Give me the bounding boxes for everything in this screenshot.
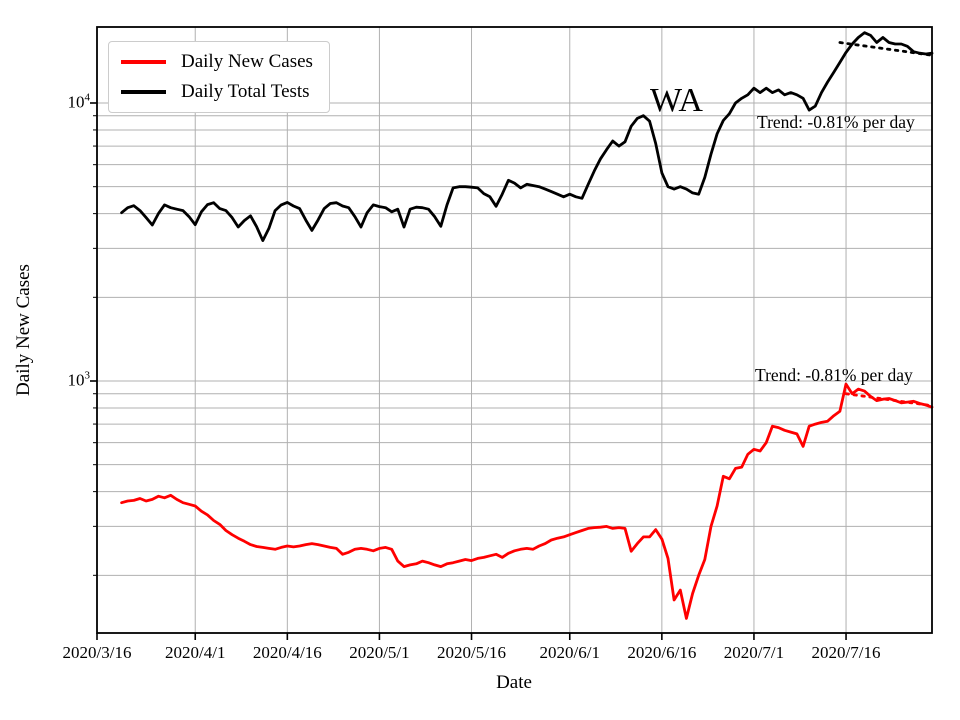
x-tick-label: 2020/6/16 [627, 643, 697, 662]
x-tick-label: 2020/4/1 [165, 643, 226, 662]
x-axis-label: Date [496, 672, 532, 693]
y-tick-label-10e4: 104 [68, 92, 91, 113]
y-tick-exponent: 4 [84, 91, 91, 104]
plot-border [96, 26, 933, 634]
x-tick-label: 2020/5/1 [349, 643, 410, 662]
legend-swatch-black-line [121, 90, 166, 94]
state-annotation: WA [650, 82, 703, 119]
x-tick-label: 2020/4/16 [252, 643, 322, 662]
legend-label: Daily New Cases [181, 51, 313, 72]
legend-label: Daily Total Tests [181, 81, 310, 102]
x-tick-label: 2020/5/16 [437, 643, 506, 662]
series-line-daily-new-cases [120, 382, 934, 620]
y-tick-base: 10 [67, 92, 85, 112]
trend-annotation-new-cases: Trend: -0.81% per day [755, 365, 913, 385]
y-tick-label-10e3: 103 [68, 370, 91, 391]
x-tick-label: 2020/7/16 [811, 643, 881, 662]
x-tick-label: 2020/6/1 [539, 643, 600, 662]
y-tick-base: 10 [67, 370, 85, 390]
trend-line-daily-total-tests [838, 41, 934, 57]
legend-swatch-red-line [121, 60, 166, 64]
y-axis-label: Daily New Cases [13, 264, 34, 396]
legend: Daily New Cases Daily Total Tests [108, 41, 330, 113]
trend-line-daily-new-cases [844, 392, 934, 408]
legend-item-daily-new-cases: Daily New Cases [121, 51, 313, 73]
legend-item-daily-total-tests: Daily Total Tests [121, 81, 313, 103]
x-tick-label: 2020/7/1 [723, 643, 785, 662]
series-line-daily-total-tests [120, 31, 934, 243]
trend-annotation-total-tests: Trend: -0.81% per day [757, 112, 915, 132]
x-tick-label: 2020/3/16 [62, 643, 132, 662]
y-tick-exponent: 3 [84, 369, 91, 382]
